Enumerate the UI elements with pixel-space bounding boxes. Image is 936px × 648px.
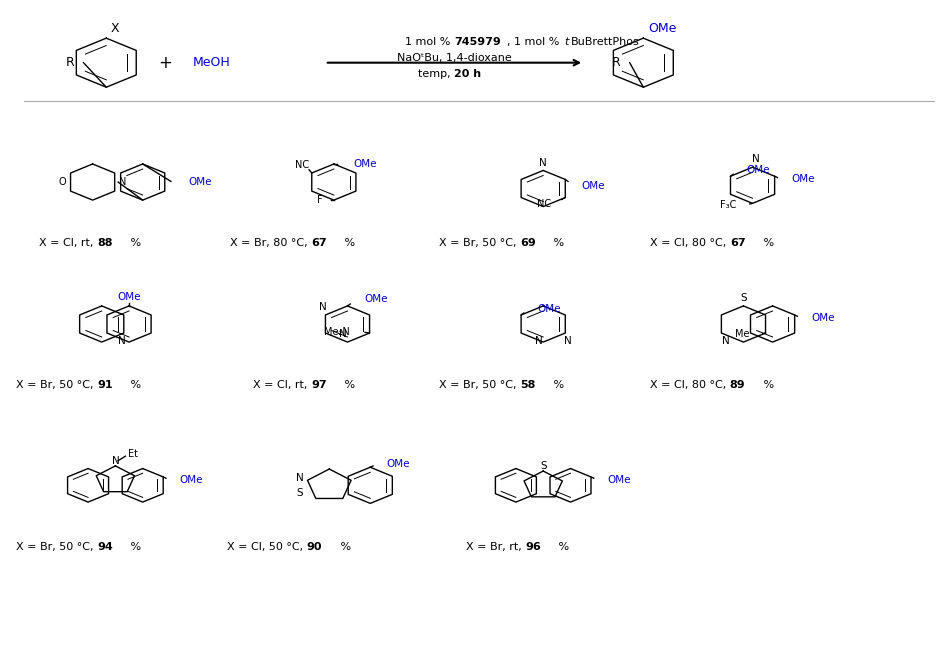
- Text: 89: 89: [730, 380, 745, 390]
- Text: S: S: [740, 292, 747, 303]
- Text: OMe: OMe: [648, 22, 676, 35]
- Text: OMe: OMe: [607, 475, 631, 485]
- Text: BuBrettPhos: BuBrettPhos: [571, 37, 639, 47]
- Text: OMe: OMe: [387, 459, 410, 469]
- Text: 88: 88: [97, 238, 112, 248]
- Text: 20 h: 20 h: [454, 69, 481, 79]
- Text: R: R: [66, 56, 75, 69]
- Text: N: N: [296, 472, 304, 483]
- Text: NaOᵗBu, 1,4-dioxane: NaOᵗBu, 1,4-dioxane: [397, 52, 511, 62]
- Text: N: N: [753, 154, 760, 165]
- Text: OMe: OMe: [537, 303, 561, 314]
- Text: N: N: [534, 336, 543, 346]
- Text: X = Cl, 80 °C,: X = Cl, 80 °C,: [651, 238, 730, 248]
- Text: X = Br, 50 °C,: X = Br, 50 °C,: [439, 238, 520, 248]
- Text: %: %: [555, 542, 569, 551]
- Text: X = Br, rt,: X = Br, rt,: [466, 542, 525, 551]
- Text: %: %: [760, 238, 774, 248]
- Text: OMe: OMe: [747, 165, 770, 175]
- Text: X = Cl, 50 °C,: X = Cl, 50 °C,: [227, 542, 306, 551]
- Text: %: %: [550, 238, 564, 248]
- Text: 1 mol %: 1 mol %: [405, 37, 454, 47]
- Text: OMe: OMe: [188, 177, 212, 187]
- Text: N: N: [539, 157, 547, 168]
- Text: t: t: [564, 37, 568, 47]
- Text: N: N: [119, 177, 126, 187]
- Text: 90: 90: [306, 542, 322, 551]
- Text: F₃C: F₃C: [720, 200, 737, 211]
- Text: N: N: [118, 336, 125, 346]
- Text: X = Cl, rt,: X = Cl, rt,: [254, 380, 311, 390]
- Text: %: %: [341, 380, 356, 390]
- Text: X = Br, 80 °C,: X = Br, 80 °C,: [230, 238, 311, 248]
- Text: Me: Me: [735, 329, 749, 340]
- Text: OMe: OMe: [117, 292, 140, 302]
- Text: X: X: [110, 22, 120, 35]
- Text: 745979: 745979: [454, 37, 501, 47]
- Text: F: F: [317, 195, 323, 205]
- Text: Me₂N: Me₂N: [324, 327, 349, 337]
- Text: OMe: OMe: [364, 294, 388, 305]
- Text: %: %: [337, 542, 351, 551]
- Text: NC: NC: [537, 199, 551, 209]
- Text: , 1 mol %: , 1 mol %: [506, 37, 563, 47]
- Text: +: +: [158, 54, 172, 72]
- Text: 91: 91: [97, 380, 113, 390]
- Text: R: R: [612, 56, 621, 69]
- Text: temp,: temp,: [417, 69, 454, 79]
- Text: OMe: OMe: [581, 181, 606, 191]
- Text: X = Br, 50 °C,: X = Br, 50 °C,: [16, 380, 97, 390]
- Text: N: N: [564, 336, 572, 346]
- Text: N: N: [339, 329, 347, 340]
- Text: X = Br, 50 °C,: X = Br, 50 °C,: [16, 542, 97, 551]
- Text: NC: NC: [295, 160, 309, 170]
- Text: X = Cl, rt,: X = Cl, rt,: [39, 238, 97, 248]
- Text: %: %: [760, 380, 774, 390]
- Text: 58: 58: [520, 380, 535, 390]
- Text: O: O: [59, 177, 66, 187]
- Text: 67: 67: [730, 238, 745, 248]
- Text: S: S: [540, 461, 547, 471]
- Text: 96: 96: [525, 542, 541, 551]
- Text: N: N: [319, 302, 327, 312]
- Text: OMe: OMe: [811, 313, 835, 323]
- Text: 67: 67: [311, 238, 327, 248]
- Text: %: %: [127, 542, 141, 551]
- Text: N: N: [722, 336, 730, 346]
- Text: OMe: OMe: [354, 159, 377, 169]
- Text: OMe: OMe: [180, 475, 203, 485]
- Text: S: S: [297, 488, 303, 498]
- Text: X = Br, 50 °C,: X = Br, 50 °C,: [439, 380, 520, 390]
- Text: X = Cl, 80 °C,: X = Cl, 80 °C,: [651, 380, 730, 390]
- Text: %: %: [127, 380, 141, 390]
- Text: 69: 69: [520, 238, 536, 248]
- Text: %: %: [127, 238, 141, 248]
- Text: %: %: [341, 238, 356, 248]
- Text: OMe: OMe: [791, 174, 814, 185]
- Text: N: N: [111, 456, 119, 466]
- Text: MeOH: MeOH: [193, 56, 230, 69]
- Text: 94: 94: [97, 542, 113, 551]
- Text: 97: 97: [311, 380, 327, 390]
- Text: %: %: [550, 380, 564, 390]
- Text: Et: Et: [128, 449, 139, 459]
